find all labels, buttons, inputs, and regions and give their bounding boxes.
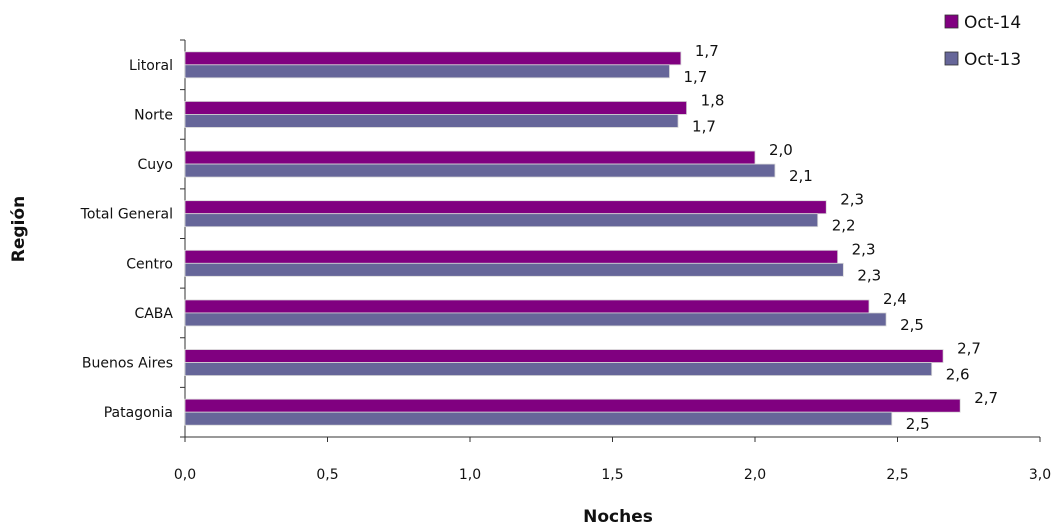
data-label-oct-13-cuyo: 2,1 <box>789 167 813 185</box>
bars <box>184 51 961 426</box>
category-label-buenos-aires: Buenos Aires <box>82 356 173 372</box>
x-tick-label: 2,5 <box>886 467 908 483</box>
bar-oct-14-centro <box>184 249 839 264</box>
x-tick-label: 1,5 <box>601 467 623 483</box>
category-labels: Litoral Norte Cuyo Total General Centro CABA B… <box>80 58 174 421</box>
legend-swatch-oct-13 <box>944 51 959 66</box>
bar-oct-13-centro <box>184 262 844 277</box>
category-label-patagonia: Patagonia <box>104 405 173 421</box>
bar-oct-14-caba <box>184 299 870 314</box>
bar-oct-13-patagonia <box>184 411 893 426</box>
bar-oct-14-cuyo <box>184 150 756 165</box>
bar-oct-13-caba <box>184 312 887 327</box>
bar-oct-13-norte <box>184 114 679 128</box>
data-label-oct-13-caba: 2,5 <box>900 316 924 334</box>
data-label-oct-13-buenos-aires: 2,6 <box>946 366 970 384</box>
legend-label-oct-13: Oct-13 <box>964 50 1021 70</box>
bar-oct-14-buenos-aires <box>184 349 944 363</box>
x-tick-labels: 0,0 0,5 1,0 1,5 2,0 2,5 3,0 <box>174 467 1051 483</box>
data-label-oct-13-total-general: 2,2 <box>832 217 856 235</box>
bar-oct-13-litoral <box>184 64 670 79</box>
bar-oct-14-norte <box>184 101 688 115</box>
x-tick-label: 2,0 <box>744 467 766 483</box>
data-label-oct-14-total-general: 2,3 <box>840 191 864 209</box>
category-label-centro: Centro <box>126 256 173 272</box>
bar-oct-13-cuyo <box>184 163 776 178</box>
x-tick-label: 3,0 <box>1029 467 1051 483</box>
bar-oct-14-litoral <box>184 51 682 66</box>
data-label-oct-13-patagonia: 2,5 <box>906 415 930 433</box>
data-label-oct-13-norte: 1,7 <box>692 117 716 135</box>
x-axis-title: Noches <box>583 507 653 527</box>
category-label-cuyo: Cuyo <box>138 157 174 173</box>
data-label-oct-13-centro: 2,3 <box>857 266 881 284</box>
legend-label-oct-14: Oct-14 <box>964 13 1021 33</box>
data-label-oct-14-cuyo: 2,0 <box>769 141 793 159</box>
data-label-oct-14-centro: 2,3 <box>852 240 876 258</box>
legend: Oct-14 Oct-13 <box>944 13 1021 70</box>
data-label-oct-13-litoral: 1,7 <box>684 68 708 86</box>
category-label-total-general: Total General <box>80 207 173 223</box>
y-axis-title: Región <box>9 196 29 262</box>
axes <box>180 39 1041 442</box>
bar-oct-14-total-general <box>184 200 827 215</box>
bar-oct-14-patagonia <box>184 398 961 413</box>
data-label-oct-14-litoral: 1,7 <box>695 42 719 60</box>
category-label-litoral: Litoral <box>129 58 173 74</box>
data-label-oct-14-patagonia: 2,7 <box>974 389 998 407</box>
category-label-caba: CABA <box>134 306 173 322</box>
bar-oct-13-total-general <box>184 213 819 228</box>
x-tick-label: 0,5 <box>316 467 338 483</box>
x-tick-label: 1,0 <box>459 467 481 483</box>
x-tick-label: 0,0 <box>174 467 196 483</box>
data-label-oct-14-caba: 2,4 <box>883 290 907 308</box>
bar-oct-13-buenos-aires <box>184 362 933 376</box>
data-label-oct-14-buenos-aires: 2,7 <box>957 340 981 358</box>
category-label-norte: Norte <box>134 107 173 123</box>
data-label-oct-14-norte: 1,8 <box>701 91 725 109</box>
legend-swatch-oct-14 <box>944 14 959 29</box>
data-labels: 1,71,71,81,72,02,12,32,22,32,32,42,52,72… <box>684 42 999 433</box>
